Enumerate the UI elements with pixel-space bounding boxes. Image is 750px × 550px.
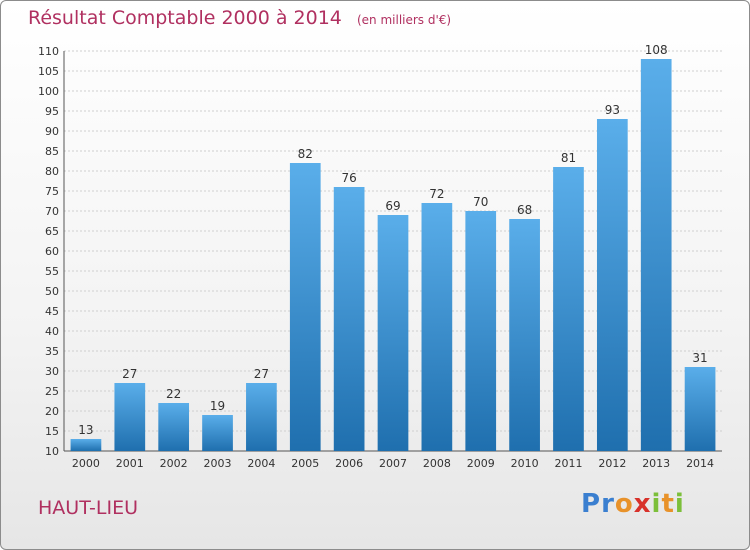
- y-tick-label: 90: [45, 125, 59, 138]
- bar-value-label: 19: [210, 399, 225, 413]
- chart-title: Résultat Comptable 2000 à 2014: [28, 7, 342, 29]
- bar-value-label: 27: [122, 367, 137, 381]
- y-tick-label: 15: [45, 425, 59, 438]
- y-tick-label: 25: [45, 385, 59, 398]
- y-tick-label: 35: [45, 345, 59, 358]
- logo-letter: x: [633, 489, 652, 519]
- x-tick-label: 2003: [204, 457, 232, 470]
- x-tick-label: 2002: [160, 457, 188, 470]
- logo-letter: i: [651, 489, 662, 519]
- bar: [596, 119, 628, 451]
- place-name: HAUT-LIEU: [38, 497, 139, 519]
- bar: [421, 203, 453, 451]
- y-tick-label: 40: [45, 325, 59, 338]
- bar: [377, 215, 409, 451]
- chart-title-row: Résultat Comptable 2000 à 2014 (en milli…: [28, 7, 451, 29]
- bar: [289, 163, 321, 451]
- y-tick-label: 105: [38, 65, 59, 78]
- logo-letter: P: [581, 489, 602, 519]
- bar-value-label: 31: [692, 351, 707, 365]
- bar: [465, 211, 497, 451]
- bar-value-label: 108: [645, 43, 668, 57]
- bar: [202, 415, 233, 451]
- x-tick-label: 2012: [598, 457, 626, 470]
- logo-letter: i: [674, 489, 685, 519]
- y-tick-label: 20: [45, 405, 59, 418]
- bar-value-label: 13: [78, 423, 93, 437]
- y-tick-label: 55: [45, 265, 59, 278]
- y-tick-label: 60: [45, 245, 59, 258]
- bar-value-label: 69: [385, 199, 400, 213]
- y-tick-label: 70: [45, 205, 59, 218]
- logo-letter: o: [614, 489, 634, 519]
- x-tick-label: 2009: [467, 457, 495, 470]
- y-tick-label: 85: [45, 145, 59, 158]
- y-tick-label: 45: [45, 305, 59, 318]
- x-tick-label: 2006: [335, 457, 363, 470]
- bar-value-label: 76: [341, 171, 356, 185]
- x-tick-label: 2000: [72, 457, 100, 470]
- logo-letter: r: [601, 489, 615, 519]
- bar-value-label: 81: [561, 151, 576, 165]
- bar-value-label: 93: [605, 103, 620, 117]
- x-tick-label: 2014: [686, 457, 714, 470]
- y-tick-label: 30: [45, 365, 59, 378]
- x-tick-label: 2001: [116, 457, 144, 470]
- bar-value-label: 72: [429, 187, 444, 201]
- y-tick-label: 10: [45, 445, 59, 458]
- logo-letter: t: [661, 489, 675, 519]
- bar: [246, 383, 277, 451]
- y-tick-label: 65: [45, 225, 59, 238]
- bar: [553, 167, 584, 451]
- bar: [684, 367, 716, 451]
- x-tick-label: 2004: [247, 457, 275, 470]
- y-tick-label: 75: [45, 185, 59, 198]
- bar-value-label: 82: [298, 147, 313, 161]
- bar: [70, 439, 102, 451]
- y-tick-label: 95: [45, 105, 59, 118]
- x-tick-label: 2013: [642, 457, 670, 470]
- proxiti-logo: Proxiti: [581, 489, 685, 519]
- x-tick-label: 2007: [379, 457, 407, 470]
- bar: [158, 403, 190, 451]
- bar-value-label: 22: [166, 387, 181, 401]
- bar-value-label: 27: [254, 367, 269, 381]
- x-tick-label: 2010: [511, 457, 539, 470]
- y-tick-label: 110: [38, 45, 59, 58]
- chart-unit-label: (en milliers d'€): [356, 13, 452, 27]
- bar-value-label: 68: [517, 203, 532, 217]
- bar: [640, 59, 672, 451]
- x-tick-label: 2005: [291, 457, 319, 470]
- bar: [333, 187, 365, 451]
- bar-value-label: 70: [473, 195, 488, 209]
- x-tick-label: 2008: [423, 457, 451, 470]
- bar: [509, 219, 540, 451]
- bar: [114, 383, 146, 451]
- y-tick-label: 80: [45, 165, 59, 178]
- y-tick-label: 50: [45, 285, 59, 298]
- y-tick-label: 100: [38, 85, 59, 98]
- x-tick-label: 2011: [554, 457, 582, 470]
